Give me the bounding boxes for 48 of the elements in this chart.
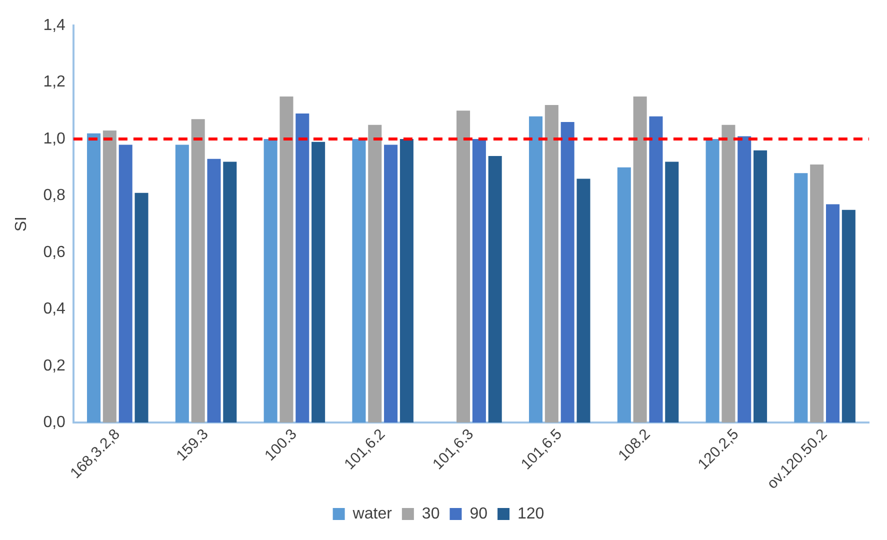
legend-label: 120 — [518, 505, 544, 522]
bar — [794, 173, 808, 423]
bar — [352, 139, 366, 423]
bar — [576, 178, 590, 423]
bar — [488, 156, 502, 423]
bar — [842, 210, 856, 423]
bar — [134, 192, 148, 423]
legend-label: 90 — [470, 505, 488, 522]
bar — [754, 150, 768, 423]
y-tick-label: 1,2 — [43, 74, 66, 91]
bar — [312, 142, 326, 423]
bar — [191, 119, 205, 423]
bar — [738, 136, 752, 423]
y-tick-label: 1,0 — [43, 130, 66, 148]
bar — [296, 114, 310, 423]
bar — [706, 139, 720, 423]
legend-label: water — [352, 505, 393, 522]
bar — [560, 122, 574, 423]
bar — [472, 139, 486, 423]
y-tick-label: 0,2 — [43, 357, 66, 374]
bar — [400, 139, 414, 423]
bar — [665, 162, 679, 423]
bar — [826, 204, 840, 423]
bar — [223, 162, 237, 423]
y-axis-title: SI — [13, 216, 30, 232]
bar — [810, 164, 824, 423]
y-tick-label: 0,8 — [43, 187, 66, 204]
bar — [649, 116, 663, 423]
y-tick-label: 1,4 — [43, 17, 66, 34]
bar — [87, 133, 101, 423]
bar — [264, 139, 278, 423]
y-tick-label: 0,0 — [43, 414, 66, 432]
bar — [544, 105, 558, 423]
y-tick-label: 0,4 — [43, 300, 66, 318]
bar — [633, 96, 647, 423]
bar — [617, 167, 631, 423]
bar — [722, 124, 736, 423]
bar — [456, 110, 470, 423]
bar — [175, 144, 189, 423]
bar — [368, 124, 382, 423]
y-tick-label: 0,6 — [43, 244, 66, 261]
legend-label: 30 — [422, 505, 440, 522]
bar — [280, 96, 294, 423]
bar — [384, 144, 398, 423]
bar — [528, 116, 543, 423]
bar — [102, 130, 116, 423]
bar — [118, 144, 132, 423]
bar — [207, 158, 221, 423]
